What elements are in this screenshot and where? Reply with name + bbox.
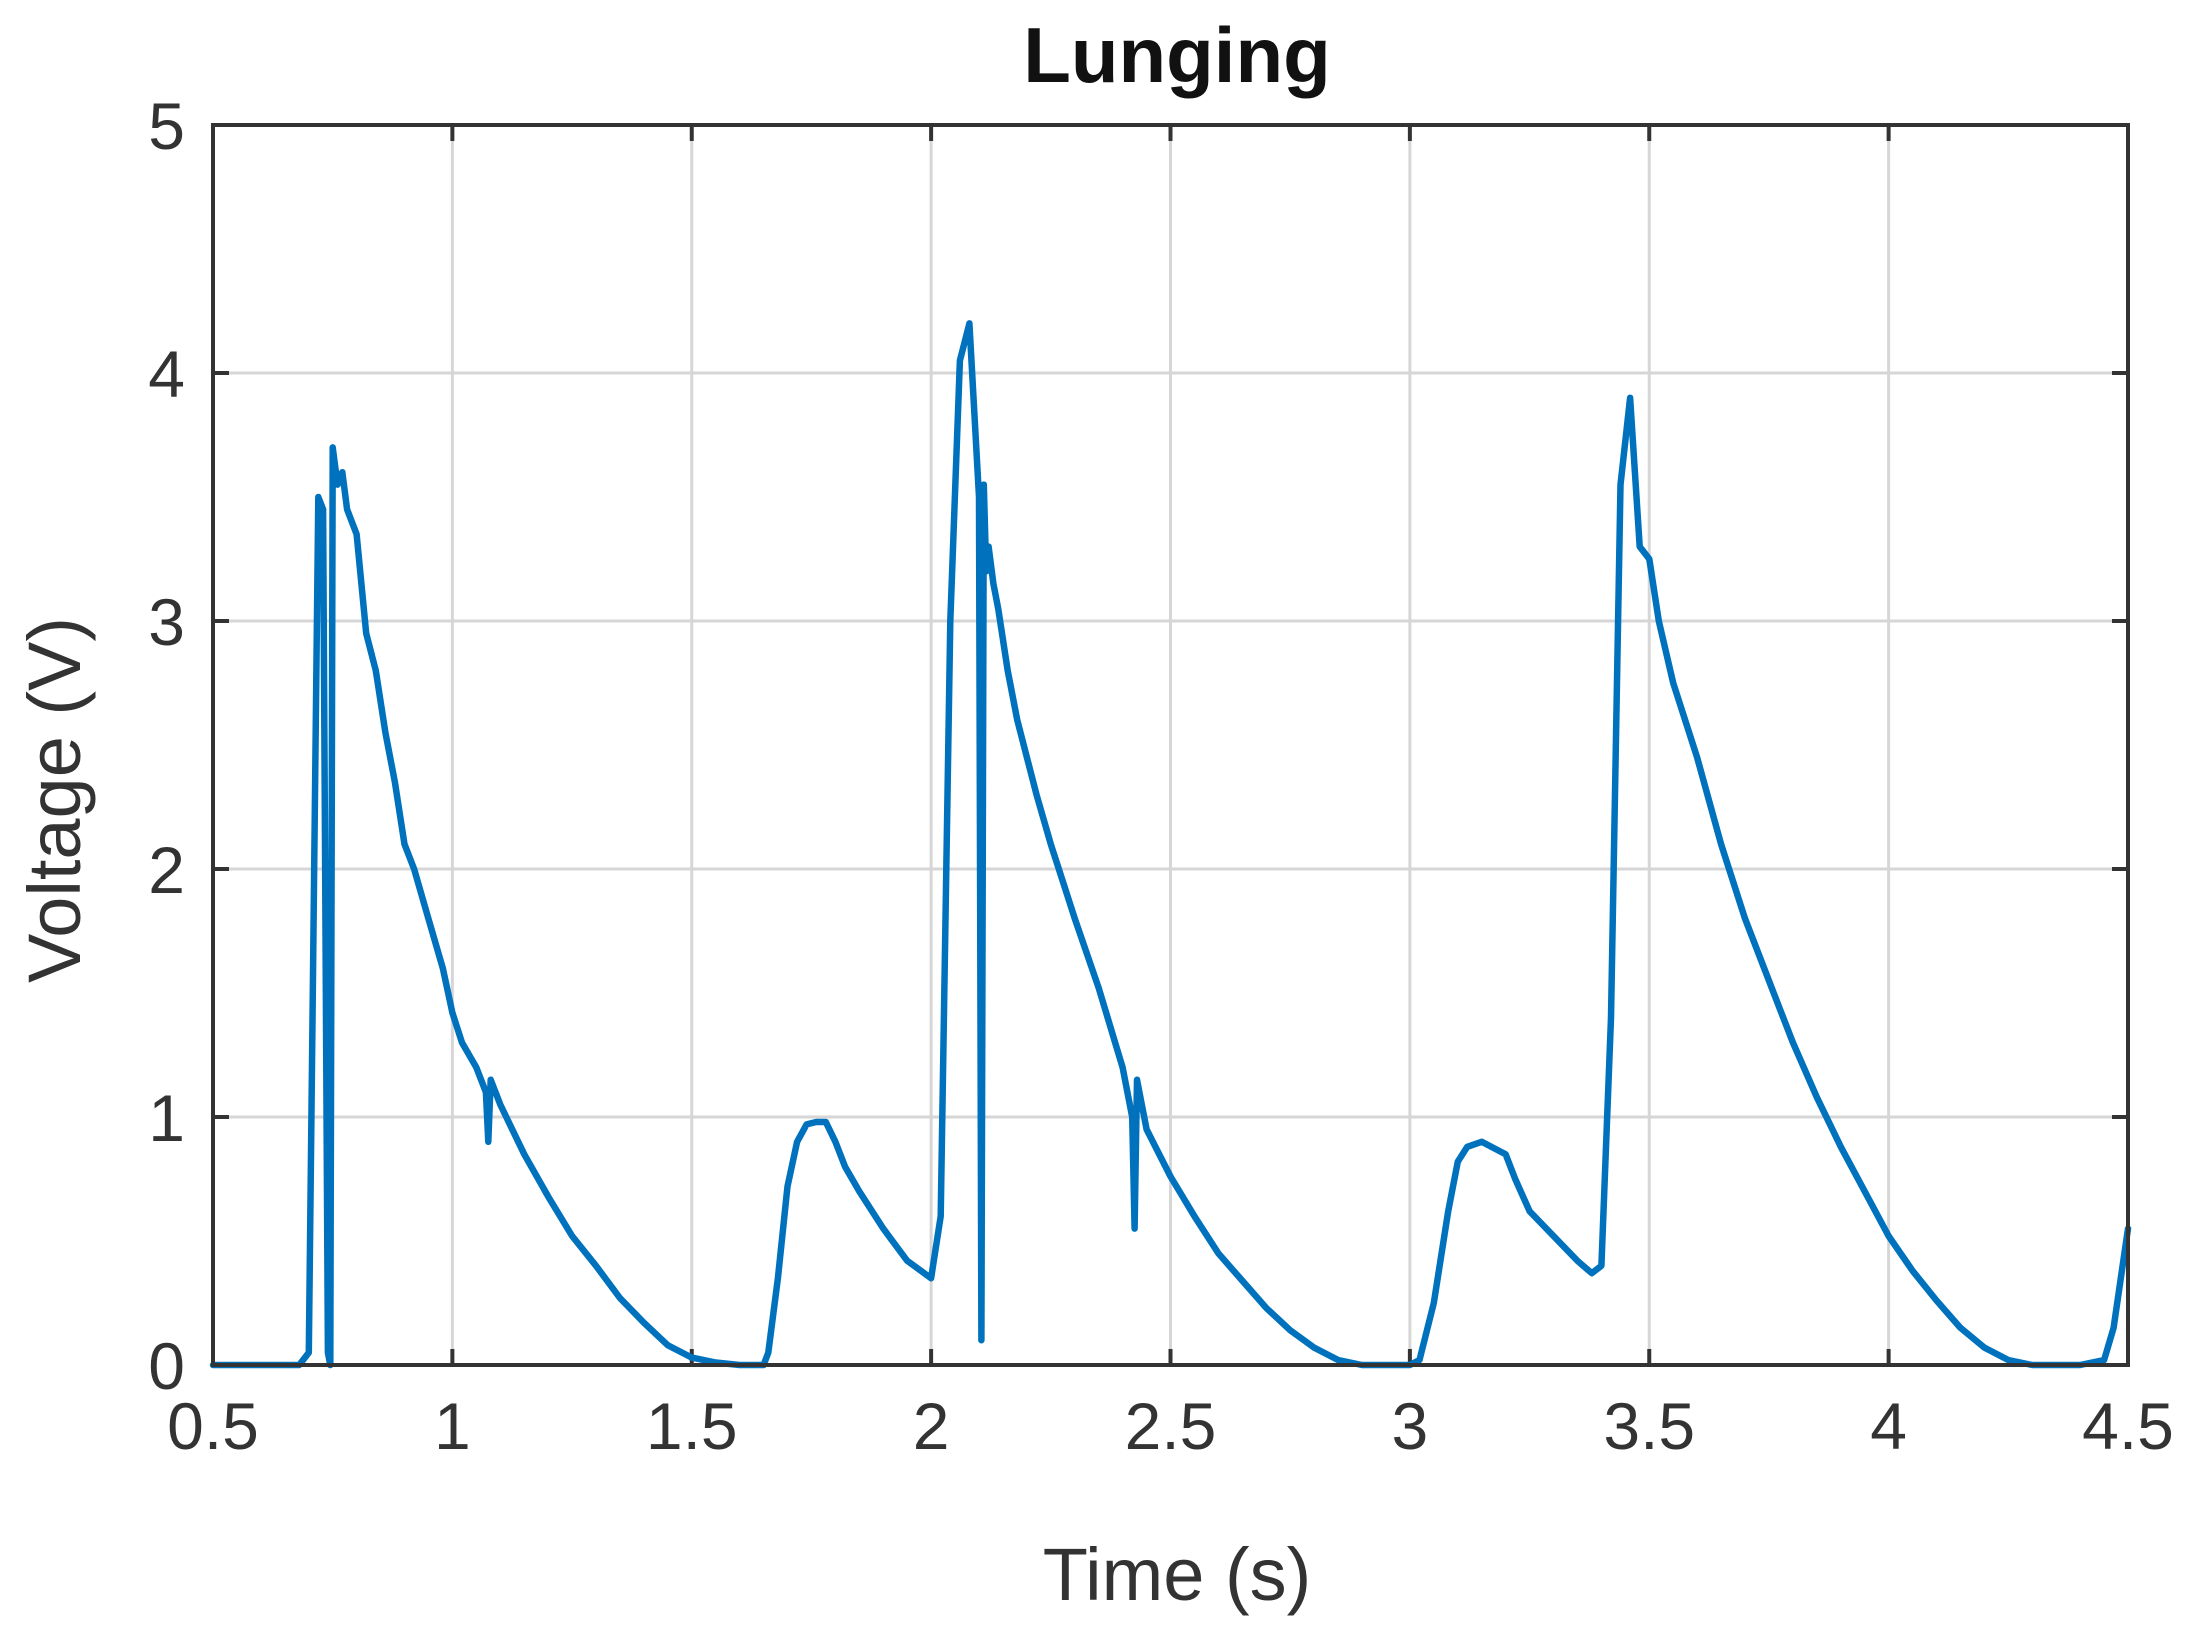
- chart-title: Lunging: [1023, 11, 1331, 99]
- y-tick-label: 5: [148, 89, 185, 163]
- plot-frame: [211, 123, 2130, 1367]
- x-tick-label: 3: [1392, 1389, 1429, 1463]
- x-tick-label: 3.5: [1603, 1389, 1695, 1463]
- x-axis-label: Time (s): [1043, 1533, 1312, 1616]
- series-layer: [209, 320, 2132, 1369]
- y-tick-label: 0: [148, 1329, 185, 1403]
- y-tick-label: 1: [148, 1081, 185, 1155]
- x-tick-label: 4.5: [2082, 1389, 2174, 1463]
- x-tick-label: 0.5: [167, 1389, 259, 1463]
- grid-lines: [211, 123, 2130, 1367]
- y-tick-label: 3: [148, 585, 185, 659]
- x-tick-label: 1: [434, 1389, 471, 1463]
- x-tick-label: 4: [1870, 1389, 1907, 1463]
- y-tick-label: 4: [148, 337, 185, 411]
- x-tick-label: 2: [913, 1389, 950, 1463]
- y-axis-label: Voltage (V): [13, 617, 96, 983]
- x-tick-label: 2.5: [1125, 1389, 1217, 1463]
- series-line-0: [209, 320, 2132, 1369]
- y-tick-label: 2: [148, 833, 185, 907]
- x-tick-label: 1.5: [646, 1389, 738, 1463]
- axis-ticks: 0.5 1 1.5 2 2.5 3 3.5 4 4.5 0 1 2 3 4 5: [148, 89, 2174, 1463]
